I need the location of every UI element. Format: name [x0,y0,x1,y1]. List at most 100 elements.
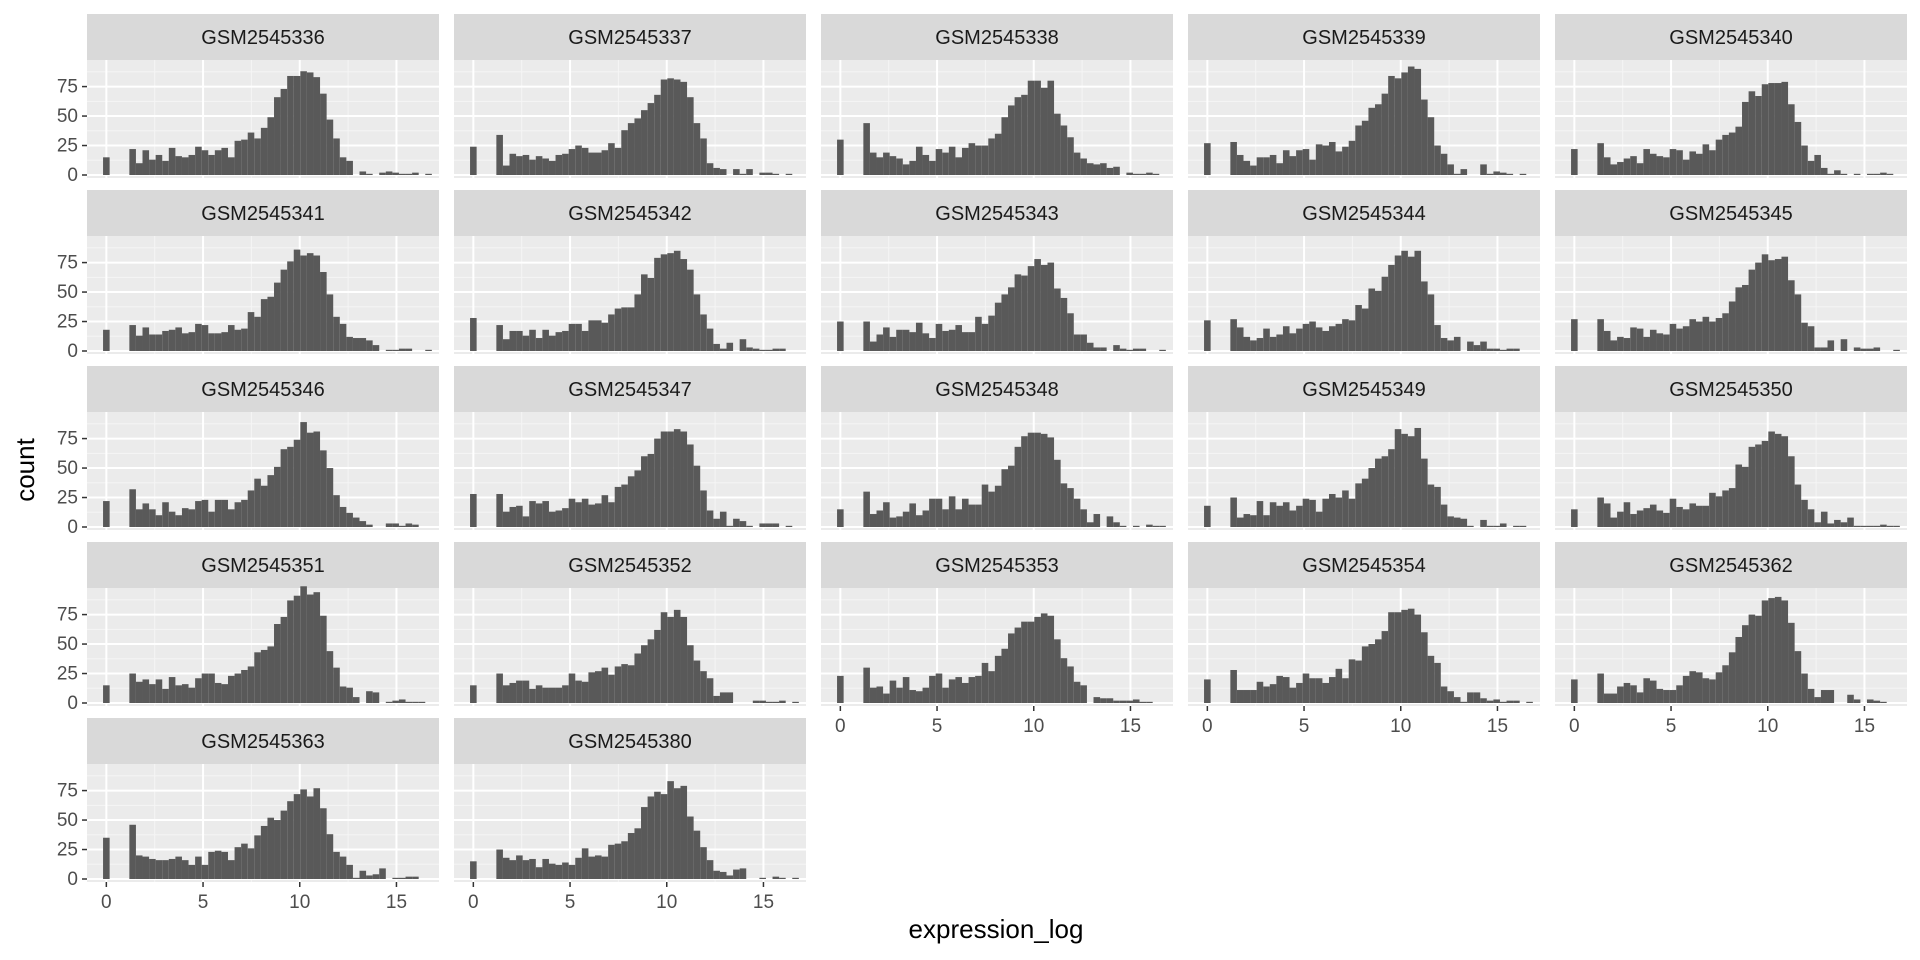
histogram-bar [274,97,281,175]
histogram-bar [522,335,530,351]
histogram-bar [1427,294,1435,351]
histogram-bar [647,103,655,175]
histogram-bar [726,342,734,351]
histogram-bar [1414,250,1422,351]
histogram-bar [837,675,844,703]
histogram-bar [1656,156,1664,175]
histogram-bar [195,678,202,703]
histogram-bar [1774,433,1782,527]
histogram-bar [968,677,976,703]
histogram-bar [1649,153,1657,175]
histogram-bar [300,255,307,351]
histogram-bar [142,856,150,879]
y-tick-label: 50 [57,282,78,303]
histogram-bar [975,316,982,351]
facet-panel: GSM2545337 [454,14,806,178]
y-tick-label: 75 [57,253,78,274]
histogram-bar [1663,334,1670,351]
histogram-bar [621,484,628,527]
histogram-bar [1774,596,1782,703]
histogram-bar [1407,256,1415,351]
histogram-bar [955,325,962,351]
histogram-bar [1047,615,1055,703]
histogram-bar [1493,525,1500,527]
histogram-bar [293,595,301,703]
facet-title: GSM2545348 [935,379,1058,401]
histogram-bar [863,123,870,175]
histogram-bar [627,476,635,527]
histogram-bar [562,685,569,703]
histogram-bar [1453,697,1461,703]
histogram-bar [863,321,870,351]
facet-title: GSM2545344 [1302,203,1425,225]
histogram-bar [1021,94,1028,175]
y-tick-label: 25 [57,488,78,509]
histogram-bar [1375,458,1382,527]
facet-panel: GSM2545339 [1188,14,1540,178]
histogram-bar [287,446,294,527]
histogram-bar [221,147,228,175]
histogram-bar [1302,323,1310,351]
histogram-bar [1342,490,1349,527]
histogram-bar [1335,151,1343,175]
histogram-bar [502,685,510,703]
histogram-bar [601,322,609,351]
histogram-bar [667,781,674,879]
histogram-bar [398,525,406,527]
histogram-bar [1499,701,1507,703]
histogram-bar [765,349,773,351]
histogram-bar [1315,327,1323,351]
histogram-bar [837,321,844,351]
histogram-bar [129,673,136,703]
histogram-bar [1820,511,1828,527]
histogram-bar [1401,609,1408,703]
histogram-bar [1682,159,1690,175]
histogram-bar [1447,164,1454,175]
histogram-bar [1230,141,1237,175]
histogram-bar [1794,121,1802,175]
histogram-bar [1322,145,1329,175]
histogram-bar [1322,682,1329,703]
x-tick-label: 0 [835,716,846,737]
histogram-bar [909,690,916,703]
histogram-bar [1728,301,1736,351]
histogram-bar [654,629,661,703]
histogram-bar [1834,519,1841,527]
histogram-bar [181,333,189,351]
facet-strip [1555,14,1907,60]
histogram-bar [955,677,962,703]
x-tick-label: 15 [1854,716,1875,737]
histogram-bar [293,794,301,879]
histogram-bar [1571,149,1578,175]
histogram-bar [981,662,989,703]
facet-panel: GSM2545380 0 5 10 15 [454,718,806,913]
histogram-bar [772,523,780,527]
histogram-bar [1656,333,1664,351]
histogram-bar [280,269,288,351]
histogram-bar [1866,699,1874,703]
facet-strip [821,14,1173,60]
histogram-bar [221,851,228,879]
histogram-bar [915,691,923,703]
histogram-bar [1361,646,1369,703]
histogram-bar [313,788,321,879]
facet-panel: GSM2545343 [821,190,1173,354]
histogram-bar [693,830,701,879]
histogram-bar [1768,598,1775,703]
histogram-bar [542,329,549,351]
histogram-bar [162,502,169,527]
histogram-bar [1761,440,1769,527]
histogram-bar [1434,145,1441,175]
histogram-bar [254,652,261,703]
histogram-bar [162,688,169,703]
histogram-bar [779,348,786,351]
y-tick-label: 0 [67,341,78,362]
facet-panel: GSM2545352 [454,542,806,706]
histogram-bar [1486,173,1494,175]
facet-strip [454,14,806,60]
histogram-bar [359,171,367,175]
histogram-bar [1807,160,1815,175]
y-tick-label: 75 [57,781,78,802]
histogram-bar [1460,518,1468,527]
histogram-bar [641,807,648,879]
